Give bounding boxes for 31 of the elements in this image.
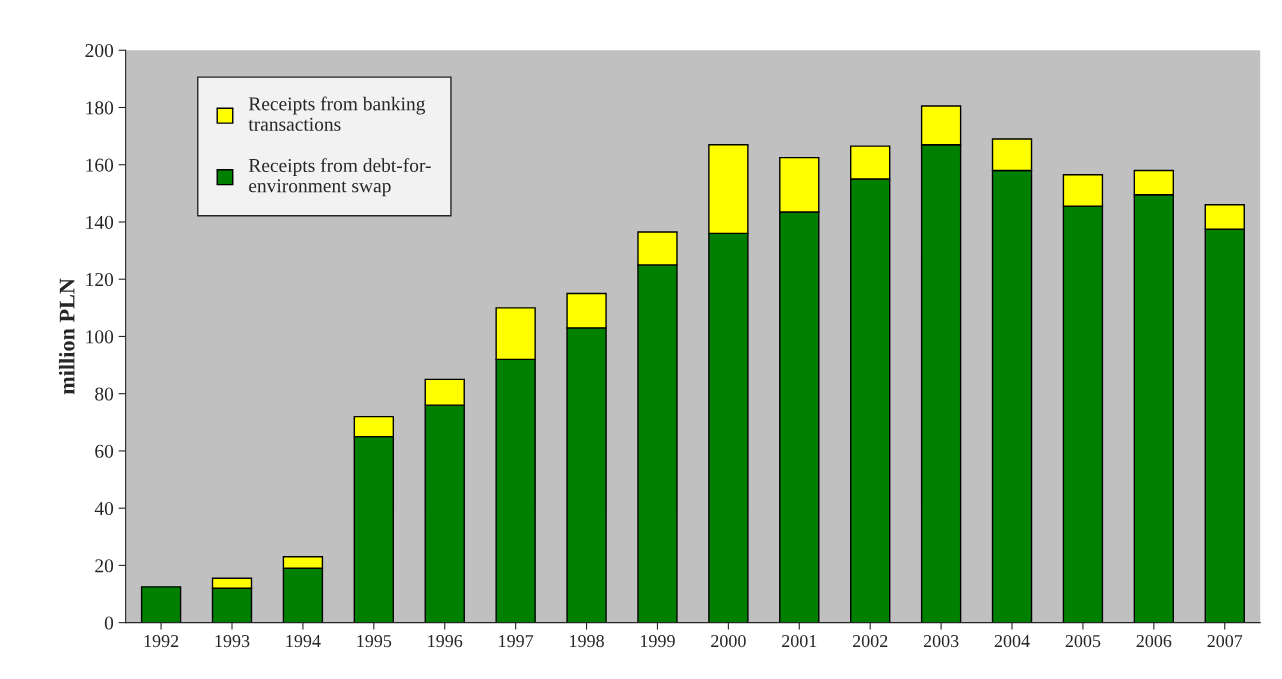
y-tick-label: 160 — [86, 158, 114, 172]
x-tick-label: 2007 — [1207, 634, 1243, 648]
y-tick-label: 100 — [86, 330, 114, 344]
y-tick-label: 40 — [94, 501, 114, 516]
x-tick-label: 1993 — [215, 635, 250, 648]
x-tick-label: 2006 — [1136, 634, 1172, 648]
x-tick-label: 2002 — [852, 634, 888, 648]
y-tick-label: 80 — [95, 387, 114, 401]
x-tick-label: 2005 — [1065, 634, 1101, 648]
x-tick-label: 2003 — [923, 634, 959, 648]
y-tick-label: 60 — [95, 444, 114, 458]
x-tick-label: 1994 — [286, 635, 321, 648]
x-tick-label: 1996 — [428, 635, 463, 648]
y-tick-label: 180 — [86, 101, 114, 115]
y-tick-label: 20 — [95, 559, 114, 573]
x-tick-label: 1992 — [144, 635, 179, 648]
x-tick-label: 1998 — [570, 634, 604, 648]
y-tick-label: 0 — [104, 616, 114, 630]
x-tick-label: 1999 — [641, 635, 675, 648]
x-tick-label: 2001 — [782, 634, 817, 648]
y-tick-label: 120 — [86, 273, 114, 287]
legend-label: Receipts from debt-for-environment swap — [248, 158, 431, 197]
legend-label: Receipts from banking transactions — [248, 96, 426, 131]
x-tick-label: 2000 — [711, 634, 746, 648]
x-tick-label: 2004 — [994, 634, 1030, 648]
y-tick-label: 140 — [86, 215, 114, 229]
x-tick-label: 1995 — [357, 635, 392, 648]
y-tick-label: 200 — [85, 44, 114, 58]
y-axis-title: million PLN — [58, 278, 75, 395]
bar — [140, 586, 182, 623]
x-tick-label: 1997 — [499, 635, 534, 648]
